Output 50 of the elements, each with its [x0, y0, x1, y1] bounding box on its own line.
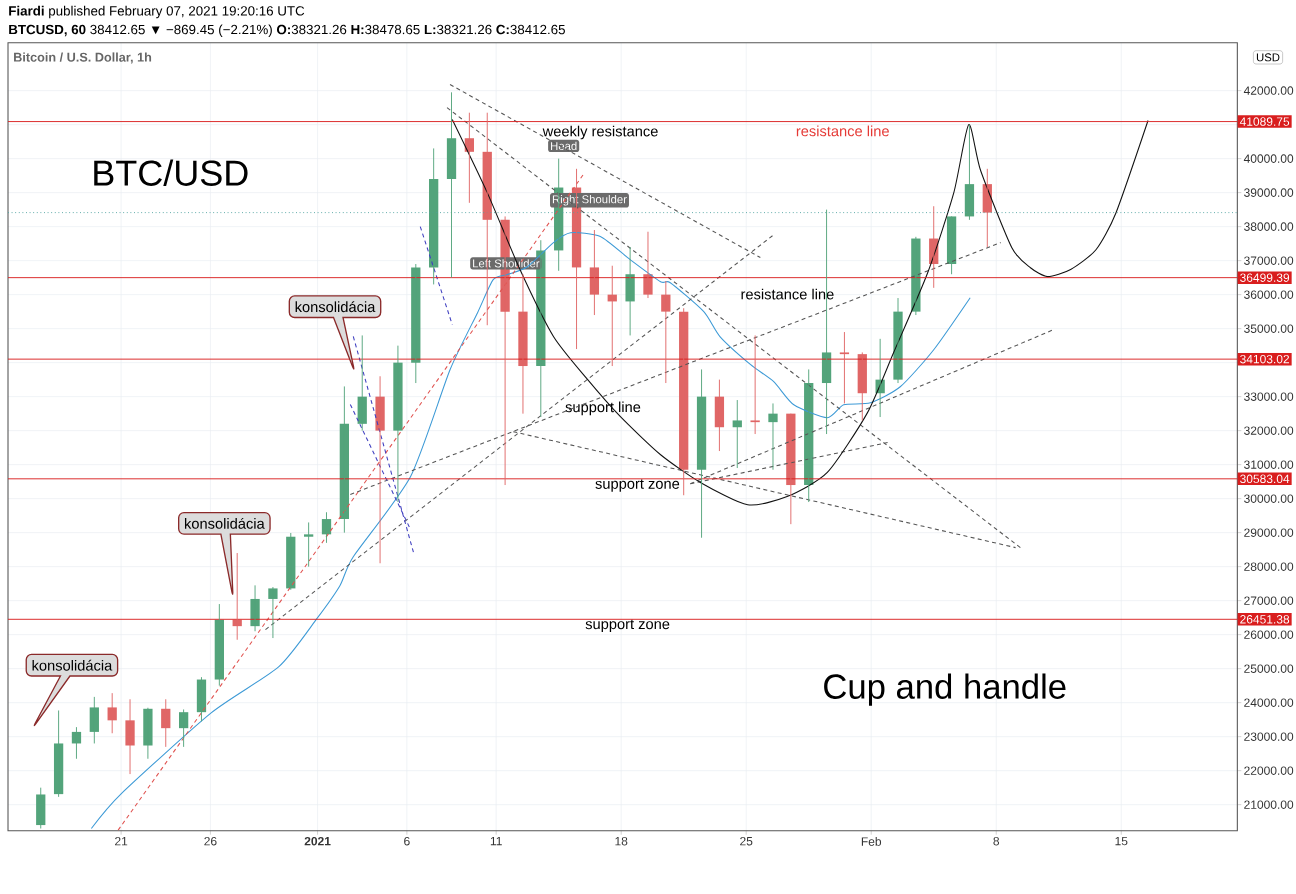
ref-line-label: 41089.75 [1239, 117, 1290, 126]
x-tick-label: 2021 [304, 836, 331, 846]
x-tick-label: 21 [115, 836, 128, 846]
y-tick-label: 30000.00 [1244, 494, 1294, 503]
annotation: support zone [595, 479, 680, 492]
y-tick-label: 39000.00 [1244, 188, 1294, 197]
y-tick-label: 23000.00 [1244, 732, 1294, 741]
x-tick-label: 26 [204, 836, 217, 846]
annotation: support line [565, 401, 641, 416]
ref-line-label: 26451.38 [1240, 615, 1290, 624]
y-tick-label: 42000.00 [1243, 86, 1294, 95]
y-axis-title: USD [1256, 53, 1280, 62]
annotation: BTC/USD [94, 159, 248, 186]
y-tick-label: 29000.00 [1244, 528, 1294, 537]
x-tick-label: 15 [1115, 836, 1128, 846]
x-tick-label: 11 [490, 836, 502, 846]
y-tick-label: 25000.00 [1244, 664, 1294, 673]
annotation: Bitcoin / U.S. Dollar, 1h [14, 52, 152, 64]
y-tick-label: 31000.00 [1244, 460, 1294, 469]
annotation: konsolidácia [295, 301, 376, 313]
y-tick-label: 37000.00 [1244, 256, 1294, 265]
y-tick-label: 28000.00 [1244, 562, 1294, 571]
y-tick-label: 36000.00 [1244, 290, 1294, 299]
annotation: Head [551, 141, 577, 151]
y-tick-label: 32000.00 [1244, 426, 1294, 435]
y-tick-label: 35000.00 [1244, 324, 1294, 333]
ref-line-label: 30583.04 [1240, 474, 1290, 484]
y-tick-label: 22000.00 [1244, 766, 1294, 775]
x-tick-label: Feb [861, 836, 882, 846]
y-tick-label: 24000.00 [1244, 698, 1294, 707]
annotation: support zone [585, 619, 670, 633]
y-tick-label: 27000.00 [1244, 596, 1294, 605]
ref-line-label: 36499.39 [1240, 273, 1290, 282]
annotation: resistance line [796, 125, 889, 137]
x-tick-label: 6 [404, 836, 410, 846]
x-tick-label: 8 [993, 836, 1000, 846]
x-tick-label: 25 [740, 836, 753, 846]
y-tick-label: 33000.00 [1244, 392, 1294, 401]
annotation: Cup and handle [824, 673, 1066, 706]
annotation: weekly resistance [542, 125, 658, 140]
ref-line-label: 34103.02 [1240, 354, 1290, 364]
y-tick-label: 40000.00 [1243, 154, 1294, 163]
x-tick-label: 18 [615, 836, 628, 846]
chart-title: Fiardi published February 07, 2021 19:20:16 UTC [9, 5, 305, 19]
y-tick-label: 21000.00 [1244, 800, 1294, 809]
annotation: konsolidácia [32, 659, 113, 671]
annotation: konsolidácia [184, 517, 265, 529]
text: BTCUSD, 60 38412.65 ▼ −869.45 (−2.21%) O:38321.26 H:38478.65 L:38321.26 C:38412.65 [9, 24, 565, 37]
y-tick-label: 38000.00 [1244, 222, 1294, 231]
y-tick-label: 26000.00 [1244, 630, 1294, 639]
